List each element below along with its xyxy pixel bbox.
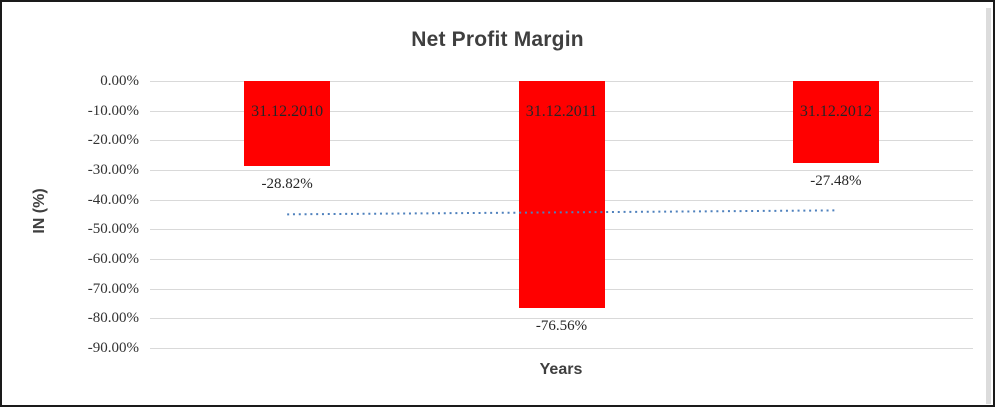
bar-category-label: 31.12.2011: [525, 103, 598, 120]
x-axis-title: Years: [539, 361, 583, 378]
trendline[interactable]: [150, 81, 973, 348]
chart-title: Net Profit Margin: [411, 28, 584, 51]
gridline: [150, 348, 973, 349]
bar-31.12.2011[interactable]: [518, 81, 605, 309]
y-axis-tick-labels: 0.00% -10.00% -20.00% -30.00% -40.00% -50.00%…: [2, 2, 139, 409]
window-edge: [986, 8, 991, 404]
gridline: [150, 318, 973, 320]
y-tick-label: -60.00%: [87, 251, 139, 267]
bar-value-label: -28.82%: [261, 176, 313, 193]
bar-value-label: -27.48%: [810, 172, 862, 189]
bar-category-label: 31.12.2010: [251, 103, 324, 120]
y-tick-label: -40.00%: [87, 191, 139, 208]
y-tick-label: -80.00%: [87, 310, 139, 327]
bar-31.12.2010[interactable]: [244, 81, 331, 167]
bar-31.12.2012[interactable]: [792, 81, 879, 163]
y-tick-label: -10.00%: [87, 102, 139, 119]
plot-area: 31.12.2010 -28.82% 31.12.2011 -76.56% 31.12.…: [150, 81, 973, 349]
y-tick-label: 0.00%: [100, 73, 139, 89]
bar-value-label: -76.56%: [535, 318, 588, 335]
y-tick-label: -50.00%: [87, 221, 139, 238]
bar-category-label: 31.12.2012: [799, 103, 872, 120]
y-tick-label: -90.00%: [87, 340, 139, 356]
y-tick-label: -20.00%: [87, 132, 139, 149]
y-tick-label: -70.00%: [87, 280, 139, 297]
y-tick-label: -30.00%: [87, 162, 139, 178]
